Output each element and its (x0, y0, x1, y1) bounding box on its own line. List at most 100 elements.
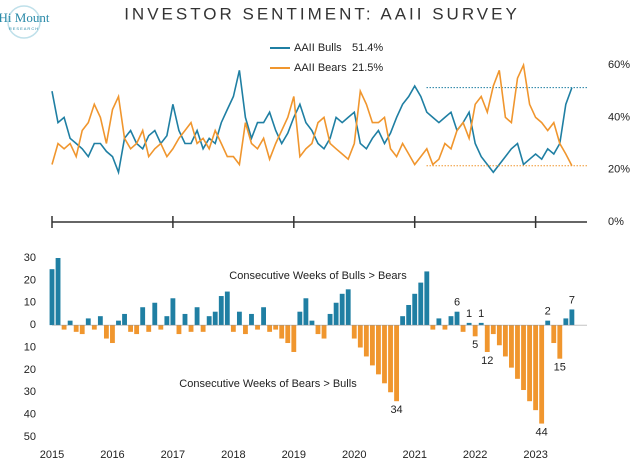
y-tick-label: 30 (24, 386, 36, 398)
bar (170, 298, 176, 326)
bar (357, 325, 363, 348)
bar (55, 258, 61, 326)
bar (146, 325, 152, 332)
data-label: 1 (478, 308, 484, 320)
bar (255, 325, 260, 330)
data-label: 5 (472, 339, 478, 351)
bar (460, 325, 466, 332)
bar (382, 325, 387, 384)
bar (103, 325, 109, 339)
logo-name: Hi Mount (0, 10, 50, 25)
x-tick-label: 2019 (282, 449, 306, 461)
annotation: Consecutive Weeks of Bears > Bulls (179, 378, 357, 390)
data-label: 2 (545, 306, 551, 318)
data-label: 6 (454, 297, 460, 309)
bar (412, 293, 418, 326)
bar (345, 289, 351, 326)
x-tick-label: 2017 (161, 449, 185, 461)
bar (224, 291, 230, 326)
y-tick-label: 50 (24, 431, 36, 443)
bar (140, 307, 146, 326)
bar (85, 318, 91, 326)
bar (273, 325, 279, 330)
y-tick-label: 20 (24, 274, 36, 286)
bar (388, 325, 393, 393)
bar (97, 316, 103, 326)
bar (533, 325, 539, 411)
bar (545, 320, 551, 326)
bar (502, 325, 508, 357)
bar (333, 302, 339, 326)
bar (261, 307, 266, 326)
x-tick-label: 2015 (40, 449, 64, 461)
bar (363, 325, 369, 357)
bar (430, 325, 436, 330)
bar (424, 271, 430, 326)
legend-value: 51.4% (352, 42, 383, 54)
bar (73, 325, 79, 332)
bar (515, 325, 520, 379)
bar (521, 325, 526, 391)
bar (176, 325, 182, 335)
bar (188, 325, 194, 332)
bar (315, 325, 321, 335)
bar (110, 325, 115, 344)
bar (249, 313, 254, 326)
y-tick-label: 20 (24, 364, 36, 376)
legend-label: AAII Bulls (294, 42, 342, 54)
data-label: 34 (390, 404, 402, 416)
x-tick-label: 2023 (523, 449, 547, 461)
bar (448, 316, 454, 326)
bar (303, 298, 309, 326)
bar (79, 325, 85, 335)
bar (291, 325, 297, 352)
x-tick-label: 2020 (342, 449, 366, 461)
bar (122, 313, 127, 326)
legend-value: 21.5% (352, 62, 383, 74)
bar (339, 293, 345, 326)
bar (285, 325, 291, 344)
bar (128, 325, 134, 332)
bar (563, 318, 569, 326)
bar (134, 325, 140, 335)
data-label: 44 (536, 426, 548, 438)
legend-label: AAII Bears (294, 62, 347, 74)
bar (116, 320, 121, 326)
x-tick-label: 2018 (221, 449, 245, 461)
bar (527, 325, 532, 402)
bar (484, 325, 490, 352)
bar (539, 325, 545, 424)
bar (297, 311, 303, 326)
bar (49, 269, 55, 326)
bar (327, 313, 333, 326)
bar (418, 282, 424, 326)
bar (509, 325, 514, 368)
bar (442, 325, 448, 330)
bar (218, 296, 224, 326)
y-tick-label: 40% (608, 111, 630, 123)
bar (152, 302, 158, 326)
bar (376, 325, 381, 375)
bar (369, 325, 375, 366)
data-label: 1 (466, 308, 472, 320)
y-tick-label: 10 (24, 341, 36, 353)
bar (490, 325, 496, 335)
y-tick-label: 0 (30, 319, 36, 331)
bar (200, 325, 206, 332)
bar (436, 318, 442, 326)
logo-tagline: RESEARCH (9, 26, 39, 31)
bar (309, 320, 315, 326)
bar (158, 325, 164, 330)
y-tick-label: 20% (608, 164, 630, 176)
bar (466, 322, 472, 326)
bar (406, 304, 412, 326)
bar (496, 325, 502, 346)
x-tick-label: 2021 (402, 449, 426, 461)
bar (91, 325, 97, 330)
bar (569, 309, 575, 326)
bar (182, 313, 188, 326)
data-label: 12 (481, 355, 493, 367)
data-label: 7 (569, 294, 575, 306)
series-line (51, 70, 573, 176)
